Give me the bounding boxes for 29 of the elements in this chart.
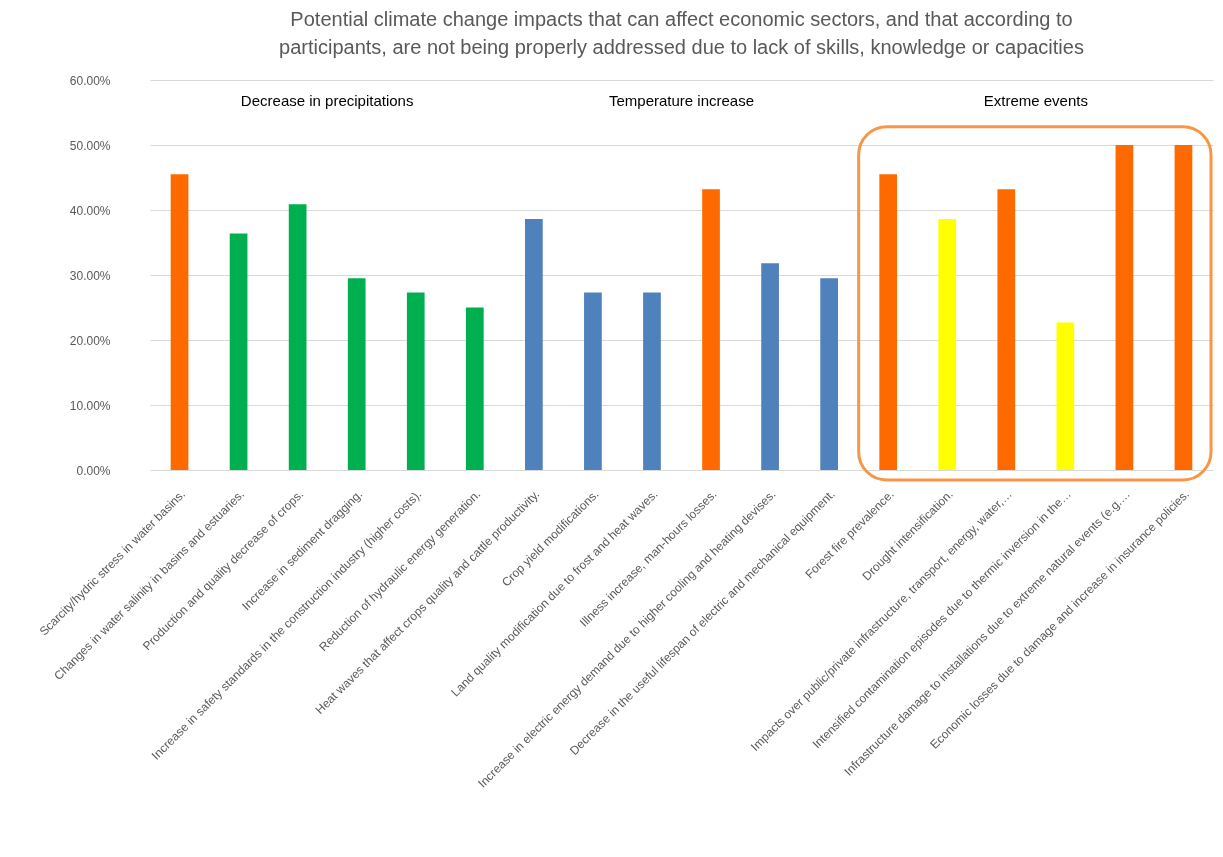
bar — [347, 278, 366, 470]
bar — [584, 292, 602, 470]
bar — [702, 189, 720, 470]
y-tick-label: 20.00% — [69, 333, 111, 348]
y-tick-label: 50.00% — [69, 138, 111, 153]
y-tick-label: 0.00% — [76, 463, 111, 478]
bar — [465, 307, 484, 470]
annotation: Temperature increase — [608, 92, 755, 110]
bar — [997, 189, 1016, 470]
bar — [1056, 322, 1075, 470]
bar — [288, 204, 307, 470]
annotation: Extreme events — [983, 92, 1088, 110]
chart-title: Potential climate change impacts that can affect economic sectors, and that according to participants, are not being properly addressed due to lack of skills, knowledge or capacities — [279, 8, 1084, 58]
bar — [170, 174, 189, 470]
annotation: Decrease in precipitations — [240, 92, 414, 110]
bar — [406, 292, 425, 470]
y-tick-label: 30.00% — [69, 268, 111, 283]
bar — [1115, 145, 1134, 470]
bar — [643, 292, 661, 470]
y-tick-label: 10.00% — [69, 398, 111, 413]
bar — [761, 263, 779, 470]
bar — [938, 219, 957, 470]
bar — [1174, 145, 1193, 470]
bar — [525, 219, 543, 470]
bar — [229, 233, 248, 470]
bar — [879, 174, 898, 470]
y-tick-label: 40.00% — [69, 203, 111, 218]
y-tick-label: 60.00% — [69, 73, 111, 88]
bar — [820, 278, 838, 470]
